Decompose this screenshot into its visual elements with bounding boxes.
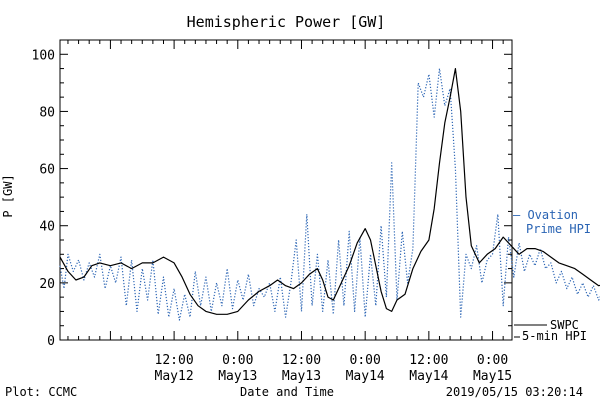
y-axis-label: P [GW] [1,174,15,217]
x-tick-label-time: 12:00 [282,353,321,368]
x-tick-label-time: 12:00 [155,353,194,368]
x-axis-label: Date and Time [240,385,334,399]
y-axis-ticks: 0 20 40 60 80 100 [32,48,512,349]
x-tick-label-date: May15 [473,369,512,384]
swpc-series-line [59,68,600,315]
plot-credit: Plot: CCMC [5,385,77,399]
x-tick-label-date: May14 [346,369,385,384]
legend-ovation-line1: — Ovation [513,208,578,222]
x-tick-label-date: May13 [218,369,257,384]
ovation-prime-series-line [59,68,600,321]
y-tick-label: 60 [39,163,55,178]
legend-swpc-line2: 5-min HPI [522,329,587,343]
legend-swpc-line1: SWPC [550,318,579,332]
chart-title: Hemispheric Power [GW] [187,13,386,31]
x-axis-ticks: 12:00May120:00May1312:00May130:00May1412… [67,40,512,384]
y-tick-label: 100 [32,48,55,63]
y-tick-label: 80 [39,105,55,120]
x-tick-label-date: May14 [409,369,448,384]
plot-timestamp: 2019/05/15 03:20:14 [446,385,583,399]
legend-ovation-line2: Prime HPI [526,222,591,236]
y-tick-label: 40 [39,220,55,235]
x-tick-label-time: 0:00 [477,353,508,368]
x-tick-label-time: 12:00 [409,353,448,368]
x-tick-label-time: 0:00 [350,353,381,368]
plot-frame [59,39,513,341]
x-tick-label-date: May12 [155,369,194,384]
y-tick-label: 0 [47,334,55,349]
x-tick-label-time: 0:00 [222,353,253,368]
series-layer [59,68,600,321]
y-tick-label: 20 [39,277,55,292]
legend: — Ovation Prime HPI SWPC 5-min HPI [513,208,591,343]
x-tick-label-date: May13 [282,369,321,384]
